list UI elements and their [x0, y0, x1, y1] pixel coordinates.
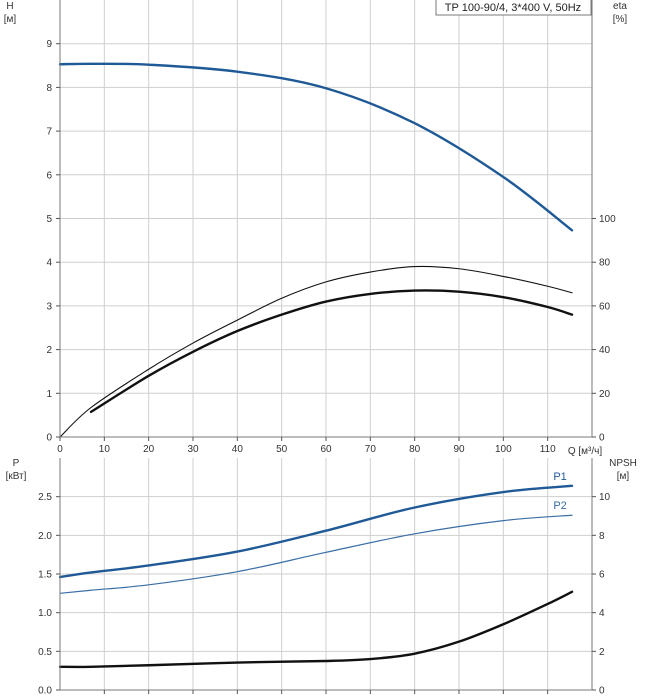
bottom-curve-p2-label: P2 [553, 500, 566, 512]
bottom-right-tick-label: 8 [599, 531, 605, 542]
top-left-axis-label-unit: [м] [4, 14, 17, 25]
bottom-left-tick-label: 0.5 [38, 647, 52, 658]
top-right-axis-label-unit: [%] [613, 14, 628, 25]
top-left-tick-label: 2 [46, 345, 52, 356]
bottom-right-tick-label: 4 [599, 608, 605, 619]
top-x-tick-label: 30 [187, 444, 199, 455]
top-x-tick-label: 80 [409, 444, 421, 455]
top-left-axis-label-name: H [6, 1, 13, 12]
top-right-tick-label: 60 [599, 301, 611, 312]
top-left-tick-label: 3 [46, 301, 52, 312]
top-left-tick-label: 9 [46, 39, 52, 50]
bottom-chart-grid [60, 458, 592, 690]
top-right-tick-label: 40 [599, 345, 611, 356]
top-curve-2 [59, 265, 573, 438]
bottom-curve-p1 [58, 484, 574, 579]
top-left-tick-label: 5 [46, 214, 52, 225]
bottom-left-tick-label: 2.0 [38, 531, 52, 542]
bottom-curve-p1-label: P1 [553, 471, 566, 483]
top-right-tick-label: 20 [599, 389, 611, 400]
top-x-tick-label: 40 [232, 444, 244, 455]
bottom-right-tick-label: 6 [599, 570, 605, 581]
bottom-curve-p2 [59, 514, 573, 594]
bottom-left-tick-label: 1.0 [38, 608, 52, 619]
bottom-chart-axes: 0.0 0.5 1.0 1.5 2.0 2.5 0 2 4 6 8 10 [38, 458, 611, 697]
top-x-tick-label: 50 [276, 444, 288, 455]
top-left-tick-label: 8 [46, 83, 52, 94]
top-right-axis-label-name: eta [613, 1, 627, 12]
bottom-right-tick-label: 2 [599, 647, 605, 658]
bottom-right-axis-label-name: NPSH [609, 458, 637, 469]
legend-text: TP 100-90/4, 3*400 V, 50Hz [445, 2, 581, 14]
top-left-tick-label: 7 [46, 127, 52, 138]
legend: TP 100-90/4, 3*400 V, 50Hz [435, 0, 592, 16]
top-right-tick-label: 100 [599, 214, 616, 225]
top-left-tick-label: 0 [46, 433, 52, 444]
top-curve-3 [89, 289, 574, 414]
top-left-tick-label: 1 [46, 389, 52, 400]
x-axis-label: Q [м³/ч] [568, 446, 603, 457]
bottom-right-axis-label-unit: [м] [617, 471, 630, 482]
top-curve-1 [58, 62, 574, 232]
top-left-tick-label: 4 [46, 258, 52, 269]
top-chart-grid [60, 0, 592, 437]
top-left-tick-label: 6 [46, 170, 52, 181]
bottom-right-tick-label: 10 [599, 492, 611, 503]
top-x-tick-label: 0 [57, 444, 63, 455]
top-x-tick-label: 60 [320, 444, 332, 455]
top-x-tick-label: 10 [99, 444, 111, 455]
top-x-tick-label: 110 [540, 444, 556, 455]
top-right-tick-label: 80 [599, 258, 611, 269]
top-x-tick-label: 70 [365, 444, 377, 455]
top-x-tick-label: 100 [495, 444, 512, 455]
bottom-left-tick-label: 1.5 [38, 570, 52, 581]
bottom-left-axis-label-unit: [кВт] [6, 471, 27, 482]
bottom-curve-3 [58, 590, 574, 669]
bottom-left-tick-label: 2.5 [38, 492, 52, 503]
legend-box [435, 0, 592, 16]
top-x-tick-label: 90 [453, 444, 465, 455]
top-x-tick-label: 20 [143, 444, 155, 455]
bottom-left-axis-label-name: P [13, 458, 20, 469]
top-right-tick-label: 0 [599, 433, 605, 444]
top-chart-curves [58, 62, 574, 438]
bottom-left-tick-label: 0.0 [38, 686, 52, 697]
bottom-chart-curves: P1 P2 [58, 471, 574, 669]
bottom-right-tick-label: 0 [599, 686, 605, 697]
